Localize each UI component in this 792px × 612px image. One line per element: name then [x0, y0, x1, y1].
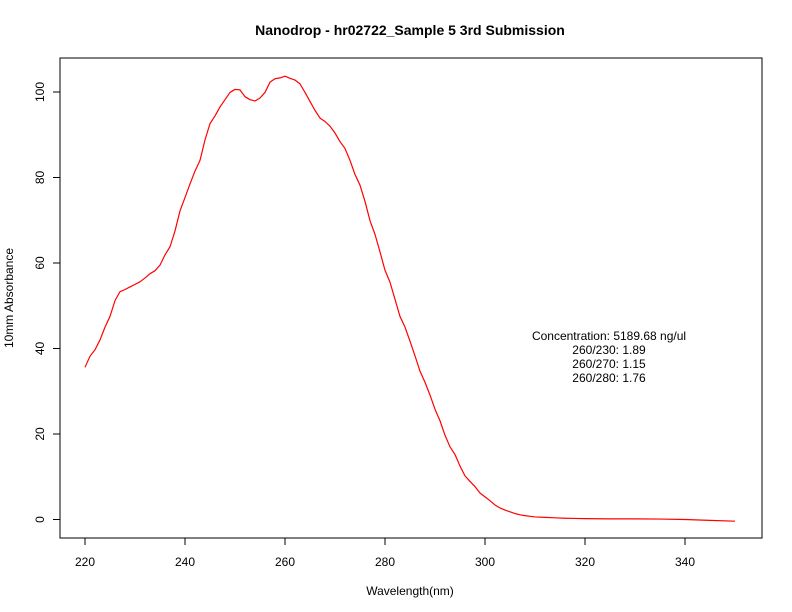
- series-line-0: [84, 75, 736, 522]
- x-tick-label: 340: [675, 555, 695, 569]
- x-tick-label: 240: [175, 555, 195, 569]
- x-tick-label: 280: [375, 555, 395, 569]
- series-layer: [84, 75, 736, 522]
- x-axis: 220 240 260 280 300 320 340: [75, 537, 695, 569]
- y-tick-label: 60: [33, 256, 47, 270]
- x-tick-label: 220: [75, 555, 95, 569]
- y-tick-label: 0: [33, 516, 47, 523]
- x-tick-label: 320: [575, 555, 595, 569]
- annotation-ratio-260-280: 260/280: 1.76: [572, 371, 646, 385]
- annotation-concentration: Concentration: 5189.68 ng/ul: [532, 329, 686, 343]
- annotation-ratio-260-270: 260/270: 1.15: [572, 357, 646, 371]
- y-tick-label: 80: [33, 171, 47, 185]
- y-tick-label: 100: [33, 82, 47, 102]
- y-tick-label: 40: [33, 342, 47, 356]
- y-axis-label: 10mm Absorbance: [2, 248, 16, 348]
- chart-title: Nanodrop - hr02722_Sample 5 3rd Submissi…: [255, 22, 565, 38]
- annotation-ratio-260-230: 260/230: 1.89: [572, 343, 646, 357]
- annotation-block: Concentration: 5189.68 ng/ul 260/230: 1.…: [532, 329, 686, 385]
- x-tick-label: 260: [275, 555, 295, 569]
- y-tick-label: 20: [33, 427, 47, 441]
- x-axis-label: Wavelength(nm): [366, 584, 454, 598]
- x-tick-label: 300: [475, 555, 495, 569]
- y-axis: 0 20 40 60 80 100: [33, 82, 61, 523]
